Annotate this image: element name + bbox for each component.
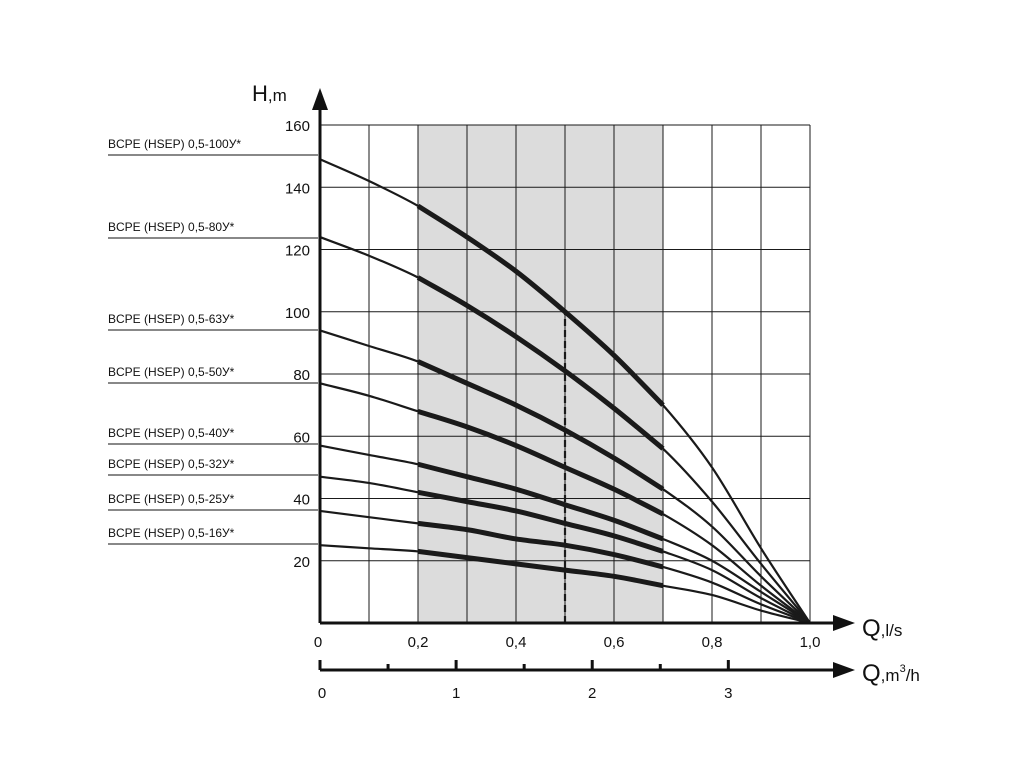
x-tick-label: 1,0 [800,634,821,651]
y-axis-title: H,m [252,81,287,106]
y-tick-label: 140 [285,180,310,197]
series-label: BCPE (HSEP) 0,5-80У* [108,220,235,234]
curve-operating-range-8 [417,548,664,589]
y-tick-label: 40 [293,492,310,509]
series-label: BCPE (HSEP) 0,5-40У* [108,426,235,440]
y-tick-label: 100 [285,305,310,322]
y-tick-label: 60 [293,429,310,446]
x2-axis-title-sup: 3 [900,663,906,675]
y-axis-arrow [312,88,328,110]
series-label: BCPE (HSEP) 0,5-16У* [108,526,235,540]
x2-axis-title-main: Q [862,660,881,687]
series-label: BCPE (HSEP) 0,5-63У* [108,312,235,326]
y-axis-title-main: H [252,81,268,106]
x-axis-title: Q,l/s [862,615,902,642]
y-axis-title-unit: ,m [268,86,287,105]
y-tick-label: 120 [285,243,310,260]
curves [319,158,811,625]
curve-operating-range-2 [416,275,665,451]
axes [312,88,855,678]
y-tick-label: 80 [293,367,310,384]
series-label: BCPE (HSEP) 0,5-32У* [108,457,235,471]
x-axis-arrow [833,615,855,631]
x-tick-label: 0,4 [506,634,527,651]
x2-tick-label: 3 [724,685,732,702]
curve-operating-range-6 [417,489,664,554]
x-axis-title-unit: ,l/s [881,621,903,640]
series-label: BCPE (HSEP) 0,5-50У* [108,365,235,379]
x2-axis-title-tail: /h [906,666,920,685]
x-tick-label: 0,6 [604,634,625,651]
x2-axis-title: Q,m3/h [862,660,920,687]
curve-operating-range-7 [417,520,664,570]
x2-axis-title-unit: ,m [881,666,900,685]
labels: 20 40 60 80 100 120 140 160 0 0,2 0,4 0,6 0,8 1,0 0 1 2 3… [108,81,920,702]
series-label: BCPE (HSEP) 0,5-100У* [108,137,241,151]
x2-tick-label: 2 [588,685,596,702]
x-axis-title-main: Q [862,615,881,642]
x2-tick-label: 1 [452,685,460,702]
curve-operating-range-3 [416,359,665,492]
curve-operating-range-1 [416,203,665,407]
x2-tick-label: 0 [318,685,326,702]
x-tick-label: 0,8 [702,634,723,651]
x-tick-label: 0,2 [408,634,429,651]
curve-operating-range-5 [417,461,664,542]
curve-operating-range-4 [417,408,665,517]
y-tick-label: 20 [293,554,310,571]
x2-axis-arrow [833,662,855,678]
x-tick-label: 0 [314,634,322,651]
y-tick-label: 160 [285,118,310,135]
series-label: BCPE (HSEP) 0,5-25У* [108,492,235,506]
